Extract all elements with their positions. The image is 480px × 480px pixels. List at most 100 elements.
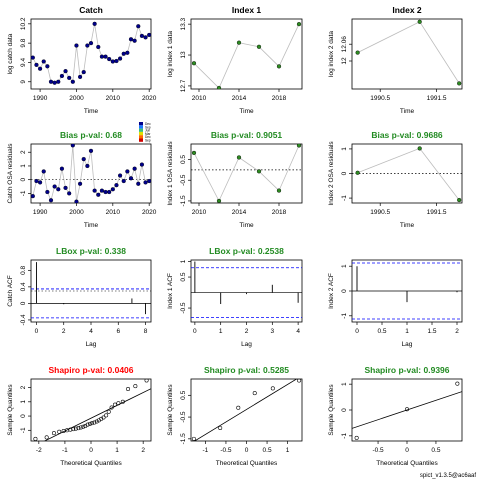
qq-point bbox=[126, 386, 131, 391]
data-point bbox=[191, 150, 197, 156]
y-tick-label: 1 bbox=[341, 147, 348, 151]
x-tick-label: 1990.5 bbox=[370, 95, 390, 102]
x-tick-label: 4 bbox=[296, 328, 300, 335]
y-tick-label: -1 bbox=[341, 433, 348, 439]
series-line bbox=[193, 145, 300, 202]
legend-swatch bbox=[139, 122, 143, 126]
data-point bbox=[41, 169, 46, 174]
plot-content bbox=[31, 144, 151, 203]
x-tick-label: 2010 bbox=[106, 95, 121, 102]
plot-content bbox=[191, 144, 302, 203]
series-line bbox=[193, 23, 300, 89]
plot-frame bbox=[190, 143, 303, 204]
x-tick-label: 1990 bbox=[33, 209, 48, 216]
data-point bbox=[74, 199, 79, 203]
data-point bbox=[457, 81, 462, 86]
panel-title: Index 2 bbox=[392, 5, 422, 15]
plot-frame bbox=[190, 378, 303, 442]
data-point bbox=[107, 189, 112, 195]
data-point bbox=[128, 176, 134, 181]
panel-1: Catch 1990 2000 2010 2020 9 9.4 9.8 10.2 Time log … bbox=[7, 5, 157, 115]
data-point bbox=[136, 24, 141, 29]
y-axis-label: Catch OSA residuals bbox=[7, 143, 14, 204]
qq-point bbox=[236, 405, 241, 410]
x-axis-label: Time bbox=[84, 222, 99, 229]
y-tick-label: 1 bbox=[20, 164, 27, 168]
qq-point bbox=[51, 431, 56, 436]
qq-point bbox=[404, 407, 409, 412]
x-tick-label: 1 bbox=[405, 328, 409, 335]
data-point bbox=[85, 163, 90, 169]
plot-frame bbox=[190, 259, 303, 323]
panel-title: Bias p-val: 0.9051 bbox=[211, 130, 283, 140]
data-point bbox=[99, 54, 105, 59]
qq-point bbox=[33, 436, 38, 441]
y-tick-label: 2 bbox=[20, 150, 27, 154]
panel-7: LBox p-val: 0.338 0 2 4 6 8 -0.4 0 0.4 0.8 Lag Catc… bbox=[7, 246, 152, 348]
data-point bbox=[77, 74, 83, 80]
y-tick-label: -1 bbox=[341, 195, 348, 201]
data-point bbox=[85, 43, 90, 48]
qq-point bbox=[270, 386, 275, 391]
data-point bbox=[103, 54, 108, 59]
y-tick-label: 0 bbox=[20, 414, 27, 418]
x-tick-label: -2 bbox=[36, 447, 42, 454]
series-line bbox=[357, 147, 460, 201]
plot-content bbox=[191, 22, 302, 89]
legend-label: Mar bbox=[145, 132, 151, 136]
y-tick-label: -0.5 bbox=[180, 302, 187, 314]
y-axis-label: Sample Quantiles bbox=[7, 384, 14, 436]
legend-label: Jun bbox=[145, 129, 150, 133]
data-point bbox=[110, 187, 115, 192]
data-point bbox=[70, 144, 75, 148]
data-point bbox=[121, 178, 126, 184]
data-point bbox=[117, 173, 123, 178]
y-tick-label: 0 bbox=[341, 289, 348, 293]
plot-content bbox=[31, 262, 151, 319]
data-point bbox=[147, 178, 151, 184]
x-tick-label: 0.5 bbox=[263, 447, 272, 454]
y-axis-label: Catch ACF bbox=[7, 275, 14, 306]
panel-title: Shapiro p-val: 0.5285 bbox=[204, 365, 289, 375]
data-point bbox=[34, 178, 39, 184]
data-point bbox=[103, 189, 108, 195]
data-point bbox=[88, 148, 94, 153]
data-point bbox=[45, 64, 50, 69]
x-tick-label: 1990 bbox=[33, 95, 48, 102]
data-point bbox=[41, 59, 46, 64]
y-tick-label: 1 bbox=[341, 264, 348, 268]
x-tick-label: 1 bbox=[286, 447, 290, 454]
x-tick-label: -0.5 bbox=[220, 447, 232, 454]
y-axis-label: Sample Quantiles bbox=[328, 384, 335, 436]
data-point bbox=[114, 183, 119, 188]
qq-point bbox=[57, 429, 62, 434]
data-point bbox=[355, 170, 360, 175]
plot-frame bbox=[351, 143, 463, 204]
data-point bbox=[81, 70, 86, 75]
x-axis-label: Time bbox=[239, 108, 254, 115]
x-tick-label: 1991.5 bbox=[427, 95, 447, 102]
plot-content bbox=[33, 379, 151, 441]
data-point bbox=[236, 155, 242, 160]
x-tick-label: 2014 bbox=[232, 209, 247, 216]
panel-title: Index 1 bbox=[232, 5, 262, 15]
legend-swatch bbox=[139, 135, 143, 139]
qq-point bbox=[455, 381, 460, 386]
qq-point bbox=[81, 424, 86, 429]
data-point bbox=[92, 21, 97, 26]
data-point bbox=[296, 22, 302, 27]
y-tick-label: 9.4 bbox=[20, 58, 27, 67]
x-tick-label: 2018 bbox=[272, 95, 287, 102]
y-tick-label: 1 bbox=[341, 382, 348, 386]
x-tick-label: 1 bbox=[115, 447, 119, 454]
x-tick-label: 2000 bbox=[69, 95, 84, 102]
x-tick-label: 6 bbox=[116, 328, 120, 335]
data-point bbox=[37, 180, 43, 185]
x-axis-label: Theoretical Quantiles bbox=[216, 460, 278, 467]
plot-frame bbox=[30, 143, 152, 204]
data-point bbox=[417, 146, 422, 151]
y-tick-label: -0.5 bbox=[180, 411, 187, 423]
legend-label: Sep bbox=[145, 125, 151, 129]
data-point bbox=[34, 62, 39, 67]
plot-frame bbox=[190, 18, 303, 90]
